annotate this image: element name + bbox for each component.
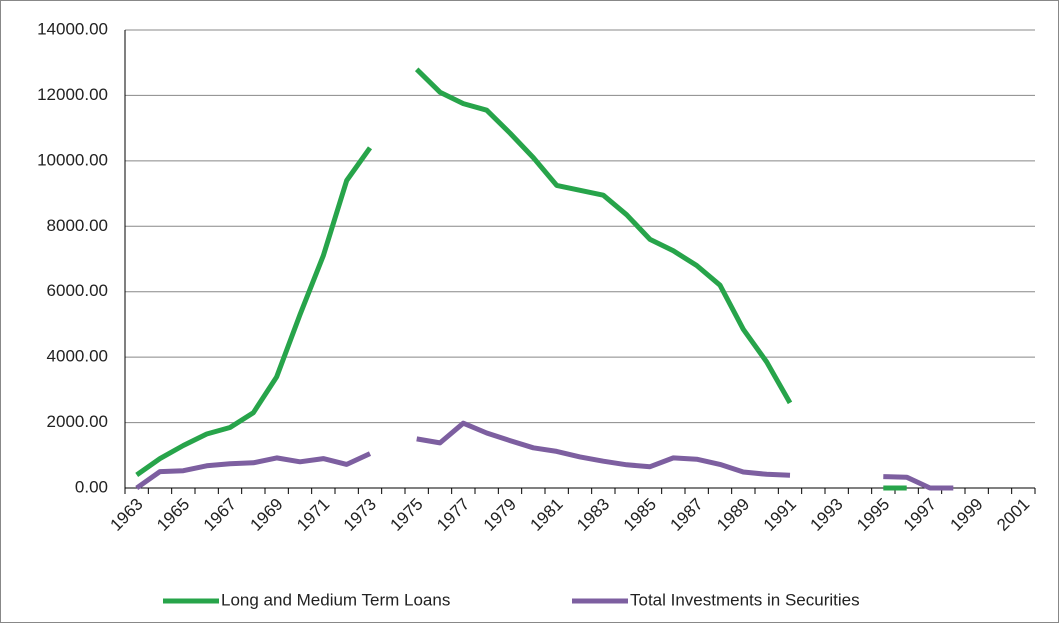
y-tick-label: 14000.00 xyxy=(37,19,108,38)
y-tick-label: 6000.00 xyxy=(47,281,108,300)
y-tick-label: 2000.00 xyxy=(47,412,108,431)
legend-label: Long and Medium Term Loans xyxy=(221,590,450,609)
line-series xyxy=(135,67,907,491)
y-tick-label: 4000.00 xyxy=(47,347,108,366)
y-tick-label: 0.00 xyxy=(75,477,108,496)
y-tick-label: 8000.00 xyxy=(47,216,108,235)
y-tick-label: 10000.00 xyxy=(37,150,108,169)
legend-label: Total Investments in Securities xyxy=(630,590,860,609)
y-tick-label: 12000.00 xyxy=(37,85,108,104)
line-series xyxy=(135,420,954,491)
